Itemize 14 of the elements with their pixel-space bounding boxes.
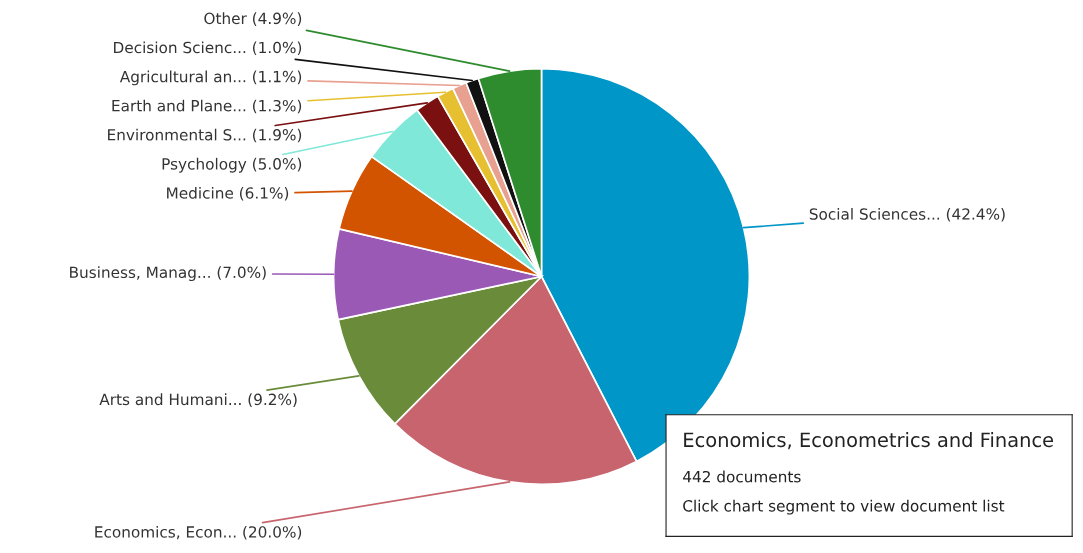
slice-label: Decision Scienc... (1.0%) (114, 41, 302, 56)
slice-label: Agricultural an... (1.1%) (119, 70, 302, 86)
text: 442 documents (683, 470, 801, 483)
slice-label: Medicine (6.1%) (167, 186, 289, 201)
slice-label: Economics, Econ... (20.0%) (95, 525, 302, 540)
slice-label: Environmental S... (1.9%) (108, 128, 302, 143)
slice-label: Other (4.9%) (204, 12, 302, 26)
slice-label: Business, Manag... (7.0%) (70, 266, 266, 282)
slice-label: Arts and Humani... (9.2%) (99, 393, 297, 407)
slice-label: Earth and Plane... (1.3%) (112, 99, 302, 114)
text: Click chart segment to view document list (683, 499, 1005, 515)
slice-label: Social Sciences... (42.4%) (809, 207, 1005, 222)
text: Economics, Econometrics and Finance (684, 432, 1054, 450)
slice-label: Psychology (5.0%) (162, 157, 302, 173)
